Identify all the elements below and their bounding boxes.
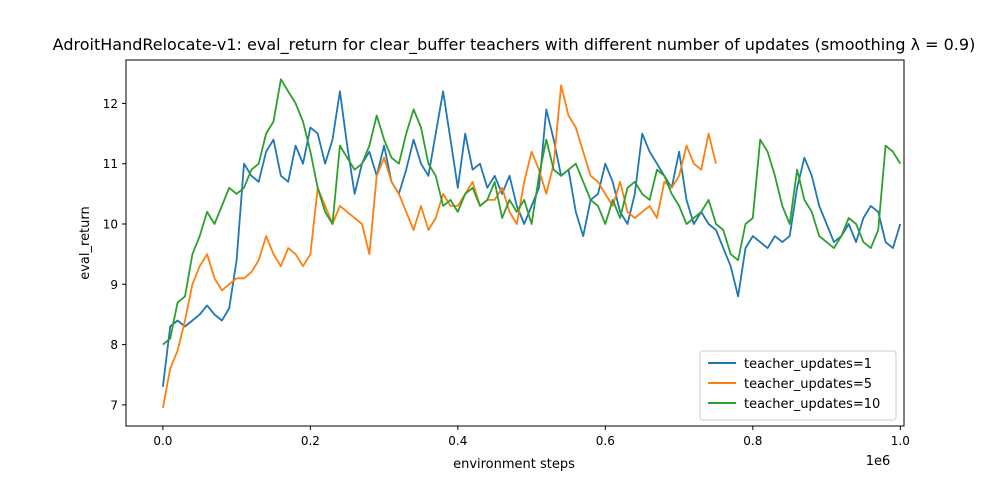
x-tick-label: 0.2 — [301, 434, 320, 448]
x-axis-offset-label: 1e6 — [866, 454, 891, 469]
x-tick-label: 1.0 — [891, 434, 910, 448]
series-line-2 — [162, 84, 717, 409]
legend-label: teacher_updates=1 — [744, 357, 872, 372]
series-lines — [162, 78, 902, 409]
x-tick-label: 0.6 — [596, 434, 615, 448]
y-tick-label: 7 — [110, 398, 118, 412]
series-line-3 — [162, 78, 902, 346]
y-axis-label: eval_return — [78, 206, 93, 280]
legend-label: teacher_updates=5 — [744, 377, 872, 392]
x-tick-label: 0.0 — [153, 434, 172, 448]
legend-label: teacher_updates=10 — [744, 397, 880, 412]
y-tick-label: 10 — [103, 218, 118, 232]
y-tick-label: 9 — [110, 278, 118, 292]
chart-title: AdroitHandRelocate-v1: eval_return for c… — [53, 35, 976, 55]
x-tick-label: 0.8 — [743, 434, 762, 448]
x-tick-label: 0.4 — [448, 434, 467, 448]
axes-frame — [125, 59, 905, 427]
x-axis-label: environment steps — [453, 457, 575, 472]
axes: 0.0 0.2 0.4 0.6 0.8 1.0 7 8 9 10 11 12 — [103, 59, 910, 448]
series-line-1 — [162, 90, 902, 387]
legend: teacher_updates=1 teacher_updates=5teache… — [699, 350, 897, 421]
y-tick-label: 11 — [103, 157, 118, 171]
legend-box — [699, 350, 897, 421]
y-tick-label: 12 — [103, 97, 118, 111]
y-tick-label: 8 — [110, 338, 118, 352]
